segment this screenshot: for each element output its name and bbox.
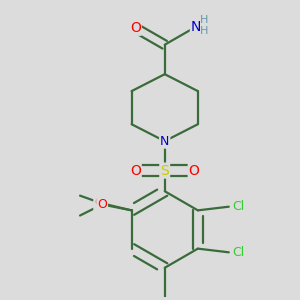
Text: Cl: Cl [232,246,245,259]
Text: N: N [190,20,201,34]
Text: O: O [130,164,141,178]
Text: H: H [200,26,208,36]
Text: O: O [94,196,104,209]
Text: H: H [200,15,208,26]
Text: N: N [160,135,169,148]
Text: Cl: Cl [232,200,245,213]
Text: O: O [130,21,141,35]
Text: O: O [189,164,200,178]
Text: O: O [97,198,107,211]
Text: S: S [160,164,169,178]
